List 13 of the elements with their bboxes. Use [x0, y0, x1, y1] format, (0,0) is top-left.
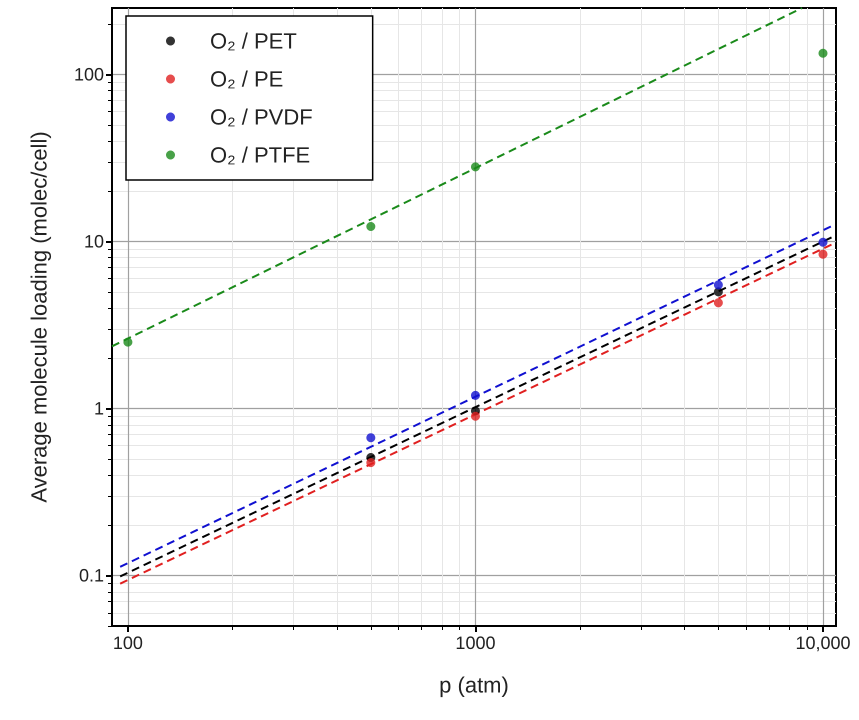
y-axis-title: Average molecule loading (molec/cell): [26, 131, 52, 503]
y-tick-label: 100: [74, 64, 104, 84]
legend-label: O₂ / PET: [210, 28, 297, 54]
y-tick-label: 10: [84, 232, 104, 252]
y-tick-label: 0.1: [78, 566, 104, 586]
x-axis-title: p (atm): [439, 672, 509, 698]
y-tick-label: 1: [94, 398, 104, 419]
x-tick-label: 1000: [455, 633, 496, 653]
legend-label: O₂ / PE: [210, 66, 284, 92]
x-tick-label: 10,000: [795, 633, 851, 653]
x-tick-label: 100: [112, 633, 143, 653]
legend-label: O₂ / PVDF: [210, 104, 313, 130]
legend-label: O₂ / PTFE: [210, 142, 310, 168]
